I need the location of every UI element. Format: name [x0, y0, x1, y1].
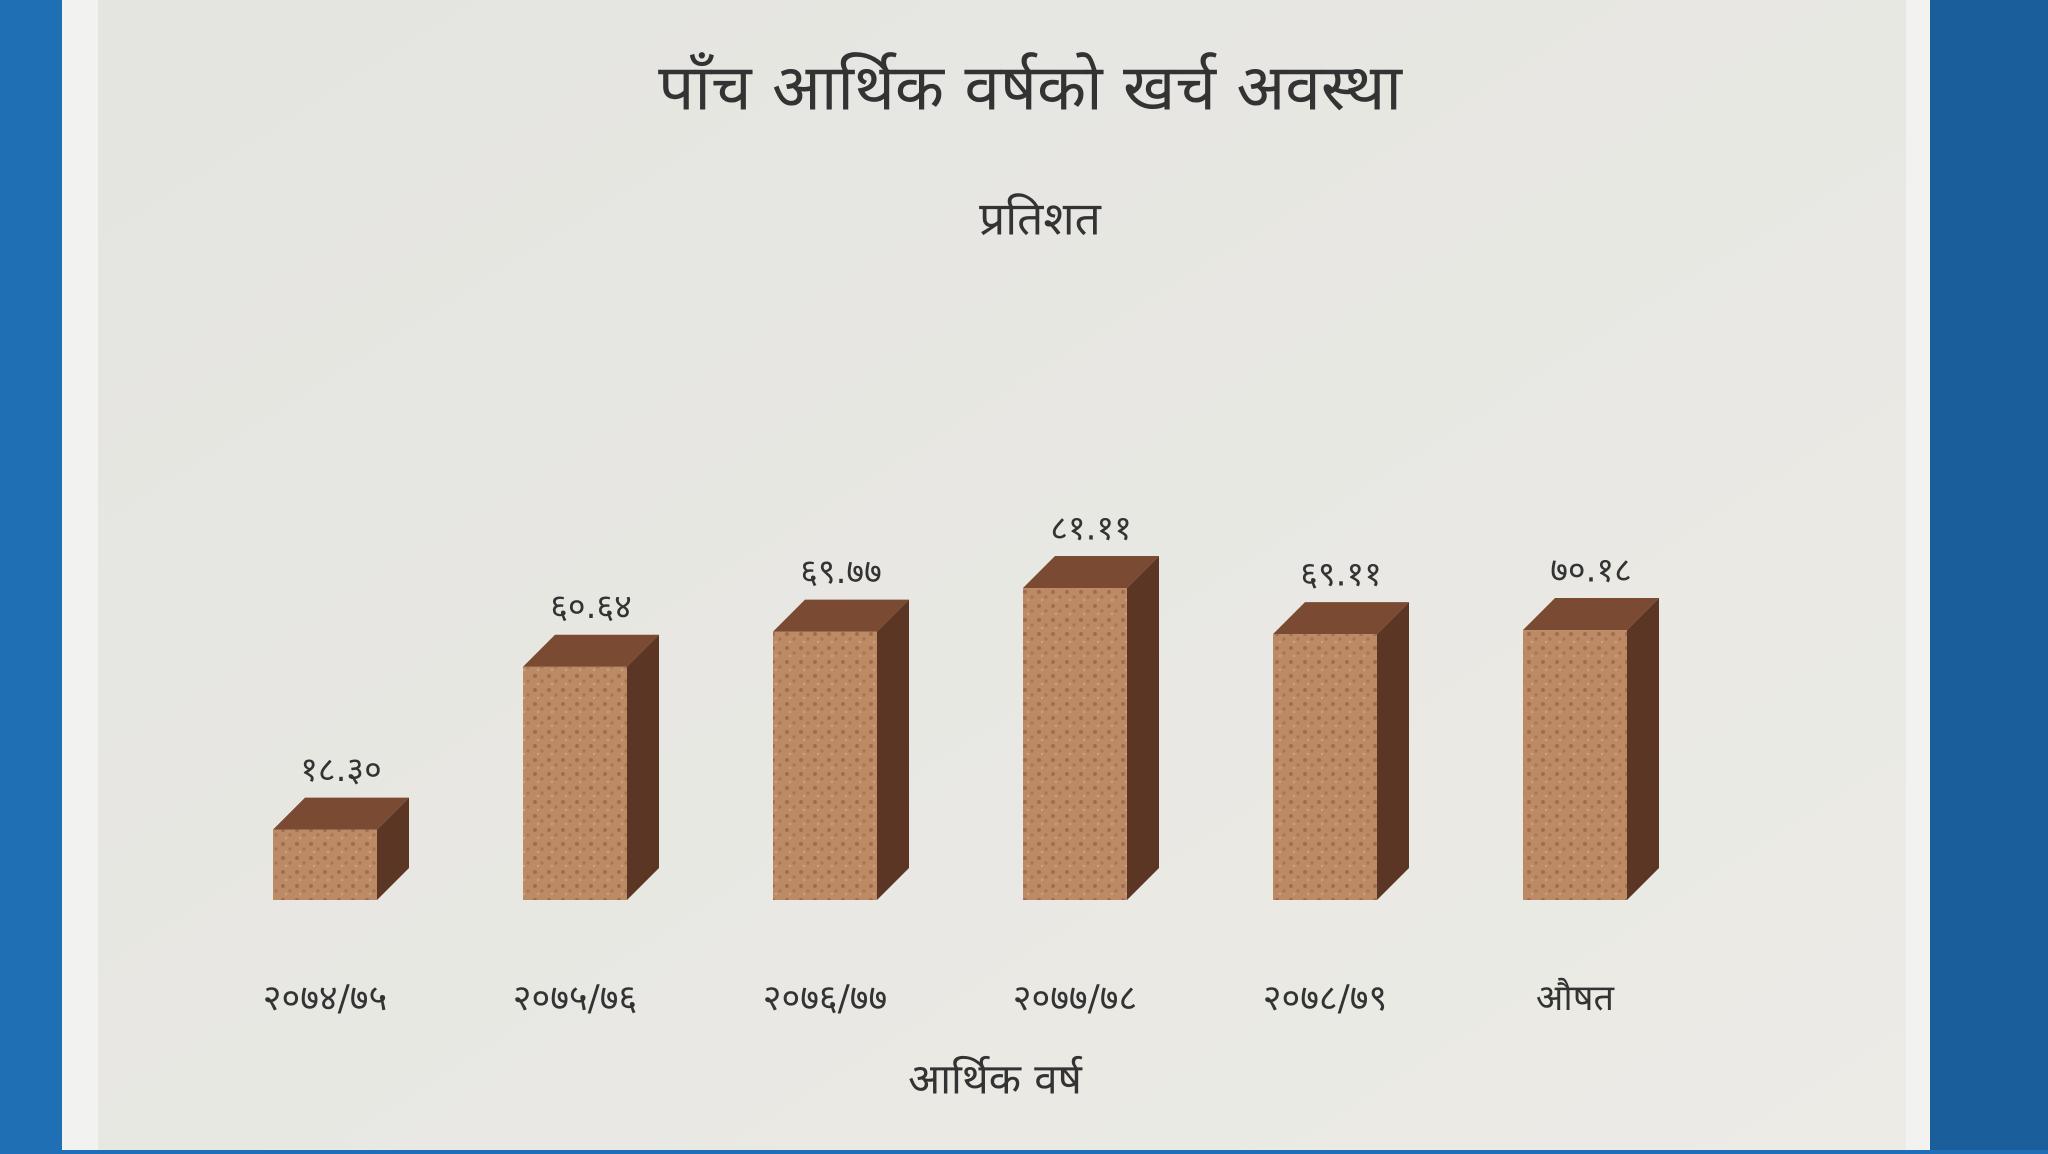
bar-side	[1627, 598, 1659, 900]
x-tick-label: २०७५/७६	[513, 978, 637, 1019]
x-tick-label: औषत	[1536, 977, 1616, 1019]
bar-side	[877, 599, 909, 900]
bar-front	[1023, 588, 1127, 900]
bar-front	[773, 631, 877, 900]
bar-top	[773, 599, 909, 632]
bar-front	[273, 829, 377, 900]
data-label: १८.३०	[300, 750, 382, 790]
bar-top	[1023, 556, 1159, 588]
bar-side	[627, 634, 659, 900]
x-axis-label: आर्थिक वर्ष	[908, 1055, 1083, 1104]
bar-front	[1523, 630, 1627, 900]
data-label: ७०.१८	[1550, 551, 1632, 591]
bar-top	[273, 797, 409, 830]
data-label: ६९.११	[1300, 555, 1382, 595]
bar-top	[1273, 602, 1409, 635]
bar-top	[523, 634, 659, 667]
bar-side	[1377, 602, 1409, 900]
chart-title: पाँच आर्थिक वर्षको खर्च अवस्था	[658, 52, 1403, 126]
chart-panel	[98, 0, 1906, 1150]
screen-edge	[1930, 0, 2048, 1150]
bar-front	[523, 666, 627, 900]
x-tick-label: २०७७/७८	[1013, 978, 1137, 1019]
x-tick-label: २०७४/७५	[263, 978, 387, 1019]
x-tick-label: २०७६/७७	[763, 978, 887, 1019]
chart-subtitle: प्रतिशत	[979, 192, 1102, 246]
bar-side	[377, 797, 409, 900]
data-label: ६०.६४	[550, 587, 632, 627]
bar-front	[1273, 634, 1377, 900]
x-tick-label: २०७८/७९	[1263, 978, 1387, 1019]
data-label: ८१.११	[1050, 509, 1132, 549]
data-label: ६९.७७	[800, 552, 882, 592]
bar-side	[1127, 556, 1159, 900]
bar-top	[1523, 598, 1659, 631]
